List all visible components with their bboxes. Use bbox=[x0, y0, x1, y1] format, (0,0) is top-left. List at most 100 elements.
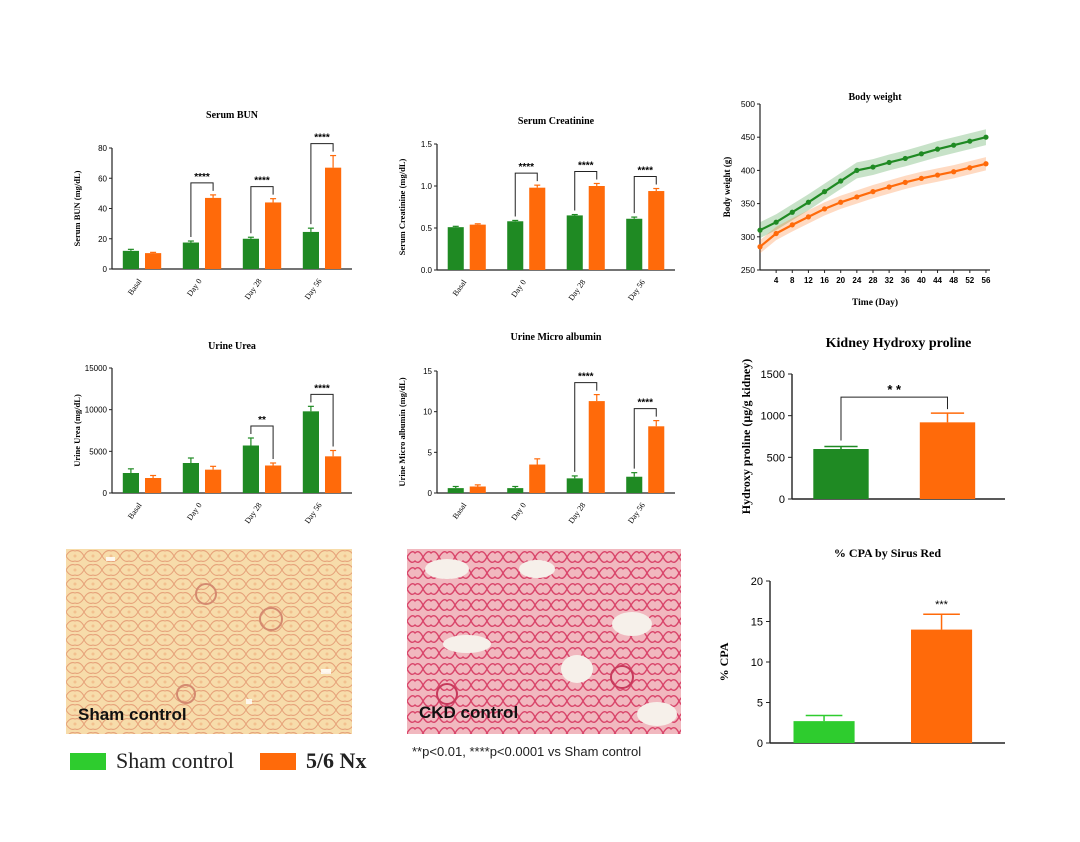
body_weight-point-sham bbox=[934, 146, 941, 152]
body_weight-x-tick-label: 32 bbox=[885, 276, 894, 285]
kidney_hydroxyproline-significance-bracket bbox=[840, 396, 948, 441]
urine_micro_albumin-significance-label: **** bbox=[637, 398, 653, 409]
serum_creatinine-significance-label: **** bbox=[637, 166, 653, 177]
body_weight-point-nx bbox=[886, 184, 892, 190]
body_weight-x-tick-label: 52 bbox=[965, 276, 974, 285]
body_weight-x-tick-label: 48 bbox=[949, 276, 958, 285]
serum_creatinine-y-tick-label: 1.0 bbox=[421, 182, 433, 191]
kidney_hydroxyproline-significance-label: * * bbox=[887, 382, 902, 397]
body_weight-y-label: Body weight (g) bbox=[722, 157, 732, 218]
serum_bun-x-tick-label: Day 28 bbox=[243, 277, 264, 301]
urine_urea-y-tick-label: 5000 bbox=[89, 447, 107, 456]
serum_bun-bar-nx bbox=[265, 202, 282, 269]
urine_micro_albumin-x-tick-label: Basal bbox=[451, 500, 469, 520]
serum_creatinine-bar-sham bbox=[566, 215, 583, 270]
body_weight-point-sham bbox=[789, 209, 795, 215]
legend-item-sham: Sham control bbox=[70, 748, 234, 774]
serum_bun-y-tick-label: 80 bbox=[98, 144, 107, 153]
cpa_sirius_red-title: % CPA by Sirus Red bbox=[834, 546, 941, 560]
ckd-histology-label: CKD control bbox=[419, 703, 519, 722]
serum_bun-significance-label: **** bbox=[314, 133, 330, 144]
body_weight-x-tick-label: 12 bbox=[804, 276, 813, 285]
urine_micro_albumin-significance-bracket bbox=[633, 408, 657, 469]
urine_micro_albumin-y-tick-label: 10 bbox=[423, 408, 432, 417]
body_weight-error-band-sham bbox=[760, 129, 986, 239]
urine_micro_albumin-y-label: Urine Micro albumin (mg/dL) bbox=[397, 377, 407, 486]
urine_micro_albumin-bar-nx bbox=[588, 401, 605, 493]
body_weight-title: Body weight bbox=[848, 92, 902, 103]
serum_bun-significance-label: **** bbox=[194, 172, 210, 183]
urine_micro_albumin-x-tick-label: Day 56 bbox=[626, 501, 647, 525]
serum_bun-bar-sham bbox=[182, 242, 199, 269]
body_weight-y-tick-label: 250 bbox=[741, 265, 755, 275]
urine_micro_albumin-x-tick-label: Day 28 bbox=[567, 501, 588, 525]
body_weight-x-tick-label: 56 bbox=[982, 276, 991, 285]
urine_urea-bar-sham bbox=[302, 411, 319, 493]
urine_urea-y-label: Urine Urea (mg/dL) bbox=[72, 394, 82, 467]
serum_creatinine-significance-bracket bbox=[574, 170, 598, 211]
body_weight-point-sham bbox=[854, 167, 860, 173]
cpa_sirius_red-y-tick-label: 5 bbox=[757, 698, 763, 710]
serum_bun-x-tick-label: Day 0 bbox=[185, 277, 203, 298]
body_weight-point-sham bbox=[918, 151, 925, 157]
urine_micro_albumin-bar-nx bbox=[529, 464, 546, 493]
urine_urea-y-tick-label: 10000 bbox=[85, 406, 108, 415]
cpa_sirius_red-y-tick-label: 15 bbox=[751, 617, 763, 629]
serum_bun-y-tick-label: 60 bbox=[98, 174, 107, 183]
body_weight-x-tick-label: 36 bbox=[901, 276, 910, 285]
urine_micro_albumin-bar-sham bbox=[447, 488, 464, 493]
kidney_hydroxyproline-y-tick-label: 1000 bbox=[761, 411, 785, 423]
body_weight-point-nx bbox=[838, 199, 844, 205]
urine_micro_albumin-title: Urine Micro albumin bbox=[511, 332, 602, 343]
body_weight-point-sham bbox=[967, 138, 973, 144]
serum_creatinine-significance-bracket bbox=[633, 176, 657, 214]
serum_creatinine-bar-nx bbox=[529, 187, 546, 270]
serum_bun-bar-sham bbox=[302, 231, 319, 269]
serum_creatinine-bar-sham bbox=[507, 221, 524, 270]
cpa_sirius_red-y-label: % CPA bbox=[717, 642, 731, 681]
body_weight-x-tick-label: 16 bbox=[820, 276, 829, 285]
body_weight-point-nx bbox=[967, 165, 973, 171]
serum_bun-x-tick-label: Basal bbox=[126, 276, 144, 296]
serum_creatinine-y-tick-label: 1.5 bbox=[421, 140, 433, 149]
legend-swatch-sham bbox=[70, 752, 106, 770]
legend-swatch-nx bbox=[259, 752, 296, 770]
serum_creatinine-y-tick-label: 0.5 bbox=[421, 224, 433, 233]
body_weight-y-tick-label: 300 bbox=[741, 232, 755, 242]
cpa_sirius_red-y-tick-label: 0 bbox=[757, 738, 763, 750]
body_weight-point-sham bbox=[870, 164, 876, 170]
urine_urea-title: Urine Urea bbox=[208, 341, 256, 352]
serum_bun-y-tick-label: 40 bbox=[98, 205, 107, 214]
serum_bun-x-tick-label: Day 56 bbox=[303, 277, 324, 301]
body_weight-point-nx bbox=[902, 179, 908, 185]
serum_creatinine-significance-label: **** bbox=[518, 162, 534, 173]
body_weight-point-sham bbox=[773, 219, 779, 225]
serum_bun-y-tick-label: 0 bbox=[103, 265, 108, 274]
serum_bun-significance-bracket bbox=[190, 182, 214, 238]
ckd-tissue-texture bbox=[407, 549, 681, 734]
body_weight-x-tick-label: 8 bbox=[790, 276, 795, 285]
body_weight-point-sham bbox=[886, 159, 892, 166]
body_weight-point-nx bbox=[854, 194, 860, 200]
serum_creatinine-bar-sham bbox=[626, 218, 643, 270]
serum_creatinine-significance-bracket bbox=[514, 172, 538, 217]
serum_creatinine-bar-nx bbox=[469, 224, 486, 270]
serum_bun-bar-sham bbox=[122, 250, 139, 269]
serum_creatinine-x-tick-label: Day 56 bbox=[626, 278, 647, 302]
legend: Sham control 5/6 Nx bbox=[70, 748, 382, 774]
body_weight-point-sham bbox=[805, 199, 812, 205]
serum_creatinine-x-tick-label: Day 0 bbox=[509, 278, 527, 299]
body_weight-point-nx bbox=[773, 230, 779, 237]
kidney_hydroxyproline-y-label: Hydroxy proline (µg/g kidney) bbox=[739, 359, 753, 515]
urine_micro_albumin-y-tick-label: 5 bbox=[428, 448, 433, 457]
body_weight-x-label: Time (Day) bbox=[852, 297, 898, 308]
urine_urea-significance-bracket bbox=[250, 425, 274, 459]
urine_urea-bar-sham bbox=[122, 473, 139, 493]
body_weight-point-sham bbox=[902, 155, 908, 162]
body_weight-y-tick-label: 500 bbox=[741, 99, 755, 109]
serum_creatinine-y-label: Serum Creatinine (mg/dL) bbox=[397, 159, 407, 256]
cpa_sirius_red-bar-nx bbox=[911, 629, 973, 743]
kidney_hydroxyproline-y-tick-label: 0 bbox=[779, 494, 785, 506]
urine_micro_albumin-y-tick-label: 15 bbox=[423, 367, 432, 376]
body_weight-x-tick-label: 4 bbox=[774, 276, 779, 285]
